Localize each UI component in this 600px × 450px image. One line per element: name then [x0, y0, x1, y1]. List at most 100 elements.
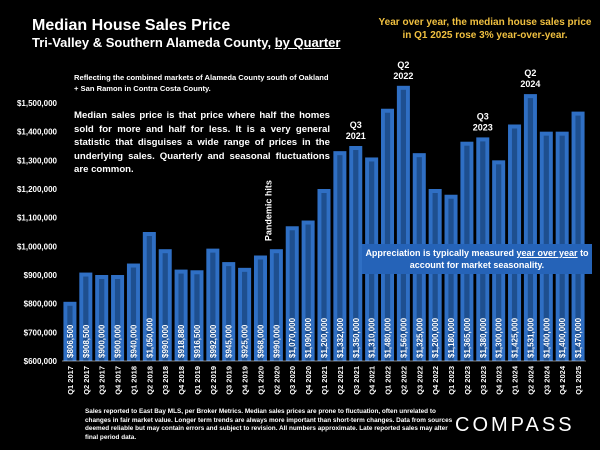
bar-value-label: $1,425,000: [511, 317, 520, 358]
peak-annotation-quarter: Q2: [397, 60, 409, 70]
appreciation-suffix: to account for market seasonality.: [409, 248, 589, 270]
bar-value-label: $900,000: [114, 324, 123, 358]
x-tick-label: Q2 2017: [82, 366, 91, 395]
x-tick-label: Q4 2020: [304, 366, 313, 395]
bar-inner-stripe: [527, 98, 534, 361]
x-tick-label: Q4 2024: [558, 365, 567, 395]
x-tick-label: Q1 2021: [320, 366, 329, 395]
x-tick-label: Q3 2017: [98, 366, 107, 395]
appreciation-underlined: year over year: [516, 248, 578, 258]
x-tick-label: Q4 2018: [177, 366, 186, 395]
subtitle-prefix: Tri-Valley & Southern Alameda County,: [32, 35, 275, 50]
x-tick-label: Q3 2021: [352, 366, 361, 395]
bar-inner-stripe: [448, 198, 454, 361]
chart-title: Median House Sales Price: [32, 17, 231, 34]
bar-value-label: $1,480,000: [384, 317, 393, 358]
bar-inner-stripe: [400, 89, 406, 362]
bar-value-label: $1,380,000: [479, 317, 488, 358]
bar-value-label: $945,000: [225, 324, 234, 358]
bar-value-label: $900,000: [98, 324, 107, 358]
y-tick-label: $1,200,000: [17, 185, 58, 194]
bar-value-label: $992,000: [209, 324, 218, 358]
bar-inner-stripe: [257, 259, 264, 361]
markets-note: Reflecting the combined markets of Alame…: [74, 73, 329, 93]
x-tick-label: Q1 2018: [129, 366, 138, 395]
bar-value-label: $1,365,000: [463, 317, 472, 358]
y-tick-label: $700,000: [24, 328, 58, 337]
x-tick-label: Q1 2022: [384, 366, 393, 395]
bar-value-label: $1,090,000: [304, 317, 313, 358]
x-tick-label: Q4 2023: [495, 366, 504, 395]
x-tick-label: Q2 2022: [399, 366, 408, 395]
peak-annotation-year: 2022: [393, 71, 413, 81]
yoy-headline: Year over year, the median house sales p…: [378, 17, 592, 41]
y-tick-label: $900,000: [24, 271, 58, 280]
x-tick-label: Q3 2022: [415, 366, 424, 395]
bar-value-label: $968,000: [256, 324, 265, 358]
peak-annotation-quarter: Q2: [524, 68, 536, 78]
bar-inner-stripe: [289, 230, 295, 361]
x-tick-label: Q1 2017: [66, 366, 75, 395]
bar-value-label: $1,300,000: [495, 317, 504, 358]
bar-inner-stripe: [575, 115, 581, 361]
chart-subtitle: Tri-Valley & Southern Alameda County, by…: [32, 35, 340, 51]
x-tick-label: Q3 2018: [161, 366, 170, 395]
x-tick-label: Q2 2020: [272, 366, 281, 395]
subtitle-underlined: by Quarter: [274, 35, 341, 50]
bar-inner-stripe: [242, 271, 248, 361]
x-tick-label: Q2 2024: [526, 365, 535, 395]
bar-inner-stripe: [83, 276, 89, 361]
title-block: Median House Sales Price Tri-Valley & So…: [32, 16, 340, 51]
x-tick-label: Q1 2020: [256, 366, 265, 395]
x-tick-label: Q1 2024: [511, 365, 520, 395]
bar-inner-stripe: [432, 193, 438, 361]
x-tick-label: Q1 2019: [193, 366, 202, 395]
bar-value-label: $1,332,000: [336, 317, 345, 358]
pandemic-annotation: Pandemic hits: [263, 180, 273, 241]
appreciation-prefix: Appreciation is typically measured: [365, 248, 517, 258]
bar-inner-stripe: [114, 279, 121, 361]
x-tick-label: Q2 2023: [463, 366, 472, 395]
bar-value-label: $990,000: [272, 324, 281, 358]
bar-value-label: $1,560,000: [399, 317, 408, 358]
y-tick-label: $1,400,000: [17, 128, 58, 137]
bar-value-label: $1,531,000: [526, 317, 535, 358]
x-tick-label: Q3 2024: [542, 365, 551, 395]
bar-value-label: $1,200,000: [320, 317, 329, 358]
x-tick-label: Q1 2025: [574, 366, 583, 395]
y-tick-label: $1,500,000: [17, 99, 58, 108]
bar-inner-stripe: [130, 267, 137, 361]
bar-value-label: $1,310,000: [368, 317, 377, 358]
x-tick-label: Q4 2019: [241, 366, 250, 395]
source-footnote: Sales reported to East Bay MLS, per Brok…: [85, 408, 453, 441]
bar-value-label: $925,000: [241, 324, 250, 358]
bar-inner-stripe: [305, 224, 311, 361]
bar-value-label: $1,350,000: [352, 317, 361, 358]
x-tick-label: Q4 2017: [114, 366, 123, 395]
compass-logo: COMPASS: [455, 414, 575, 436]
peak-annotation-year: 2023: [473, 122, 493, 132]
x-tick-label: Q2 2021: [336, 366, 345, 395]
median-explainer-note: Median sales price is that price where h…: [74, 110, 330, 175]
bar-inner-stripe: [146, 236, 152, 361]
bar-inner-stripe: [162, 253, 168, 361]
bar-value-label: $806,500: [66, 324, 75, 358]
y-tick-label: $600,000: [24, 357, 58, 366]
appreciation-callout: Appreciation is typically measured year …: [362, 244, 592, 274]
peak-annotation-quarter: Q3: [477, 111, 489, 121]
peak-annotation-year: 2024: [520, 79, 540, 89]
bar-inner-stripe: [321, 193, 327, 361]
bar-inner-stripe: [226, 266, 232, 361]
y-tick-label: $800,000: [24, 300, 58, 309]
bar-inner-stripe: [337, 155, 343, 361]
x-tick-label: Q3 2019: [225, 366, 234, 395]
y-tick-label: $1,000,000: [17, 242, 58, 251]
y-tick-label: $1,100,000: [17, 214, 58, 223]
y-tick-label: $1,300,000: [17, 156, 58, 165]
x-tick-label: Q2 2019: [209, 366, 218, 395]
x-tick-label: Q3 2020: [288, 366, 297, 395]
bar-inner-stripe: [194, 274, 200, 361]
bar-inner-stripe: [67, 305, 73, 361]
bar-value-label: $918,880: [177, 324, 186, 358]
